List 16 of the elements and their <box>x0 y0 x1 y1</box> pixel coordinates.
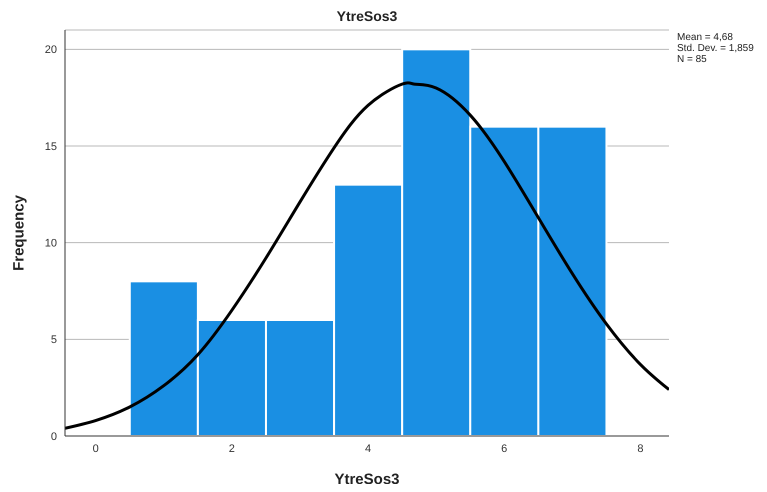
x-tick-label: 4 <box>364 442 372 455</box>
y-axis-title: Frequency <box>10 194 28 271</box>
y-tick-label: 5 <box>50 334 57 346</box>
x-tick-label: 2 <box>228 442 235 455</box>
x-tick-label: 8 <box>637 442 644 455</box>
x-tick-label: 0 <box>92 442 99 455</box>
y-tick-label: 15 <box>44 140 57 153</box>
text: N = 85 <box>677 54 708 65</box>
y-tick-label: 0 <box>50 430 57 443</box>
text: Std. Dev. = 1,859 <box>677 43 754 54</box>
y-tick-label: 10 <box>44 238 57 250</box>
chart-title: YtreSos3 <box>336 8 398 24</box>
text: Mean = 4,68 <box>677 32 734 43</box>
y-tick-label: 20 <box>44 44 57 56</box>
x-axis-title: YtreSos3 <box>334 471 400 488</box>
x-tick-label: 6 <box>501 442 508 455</box>
